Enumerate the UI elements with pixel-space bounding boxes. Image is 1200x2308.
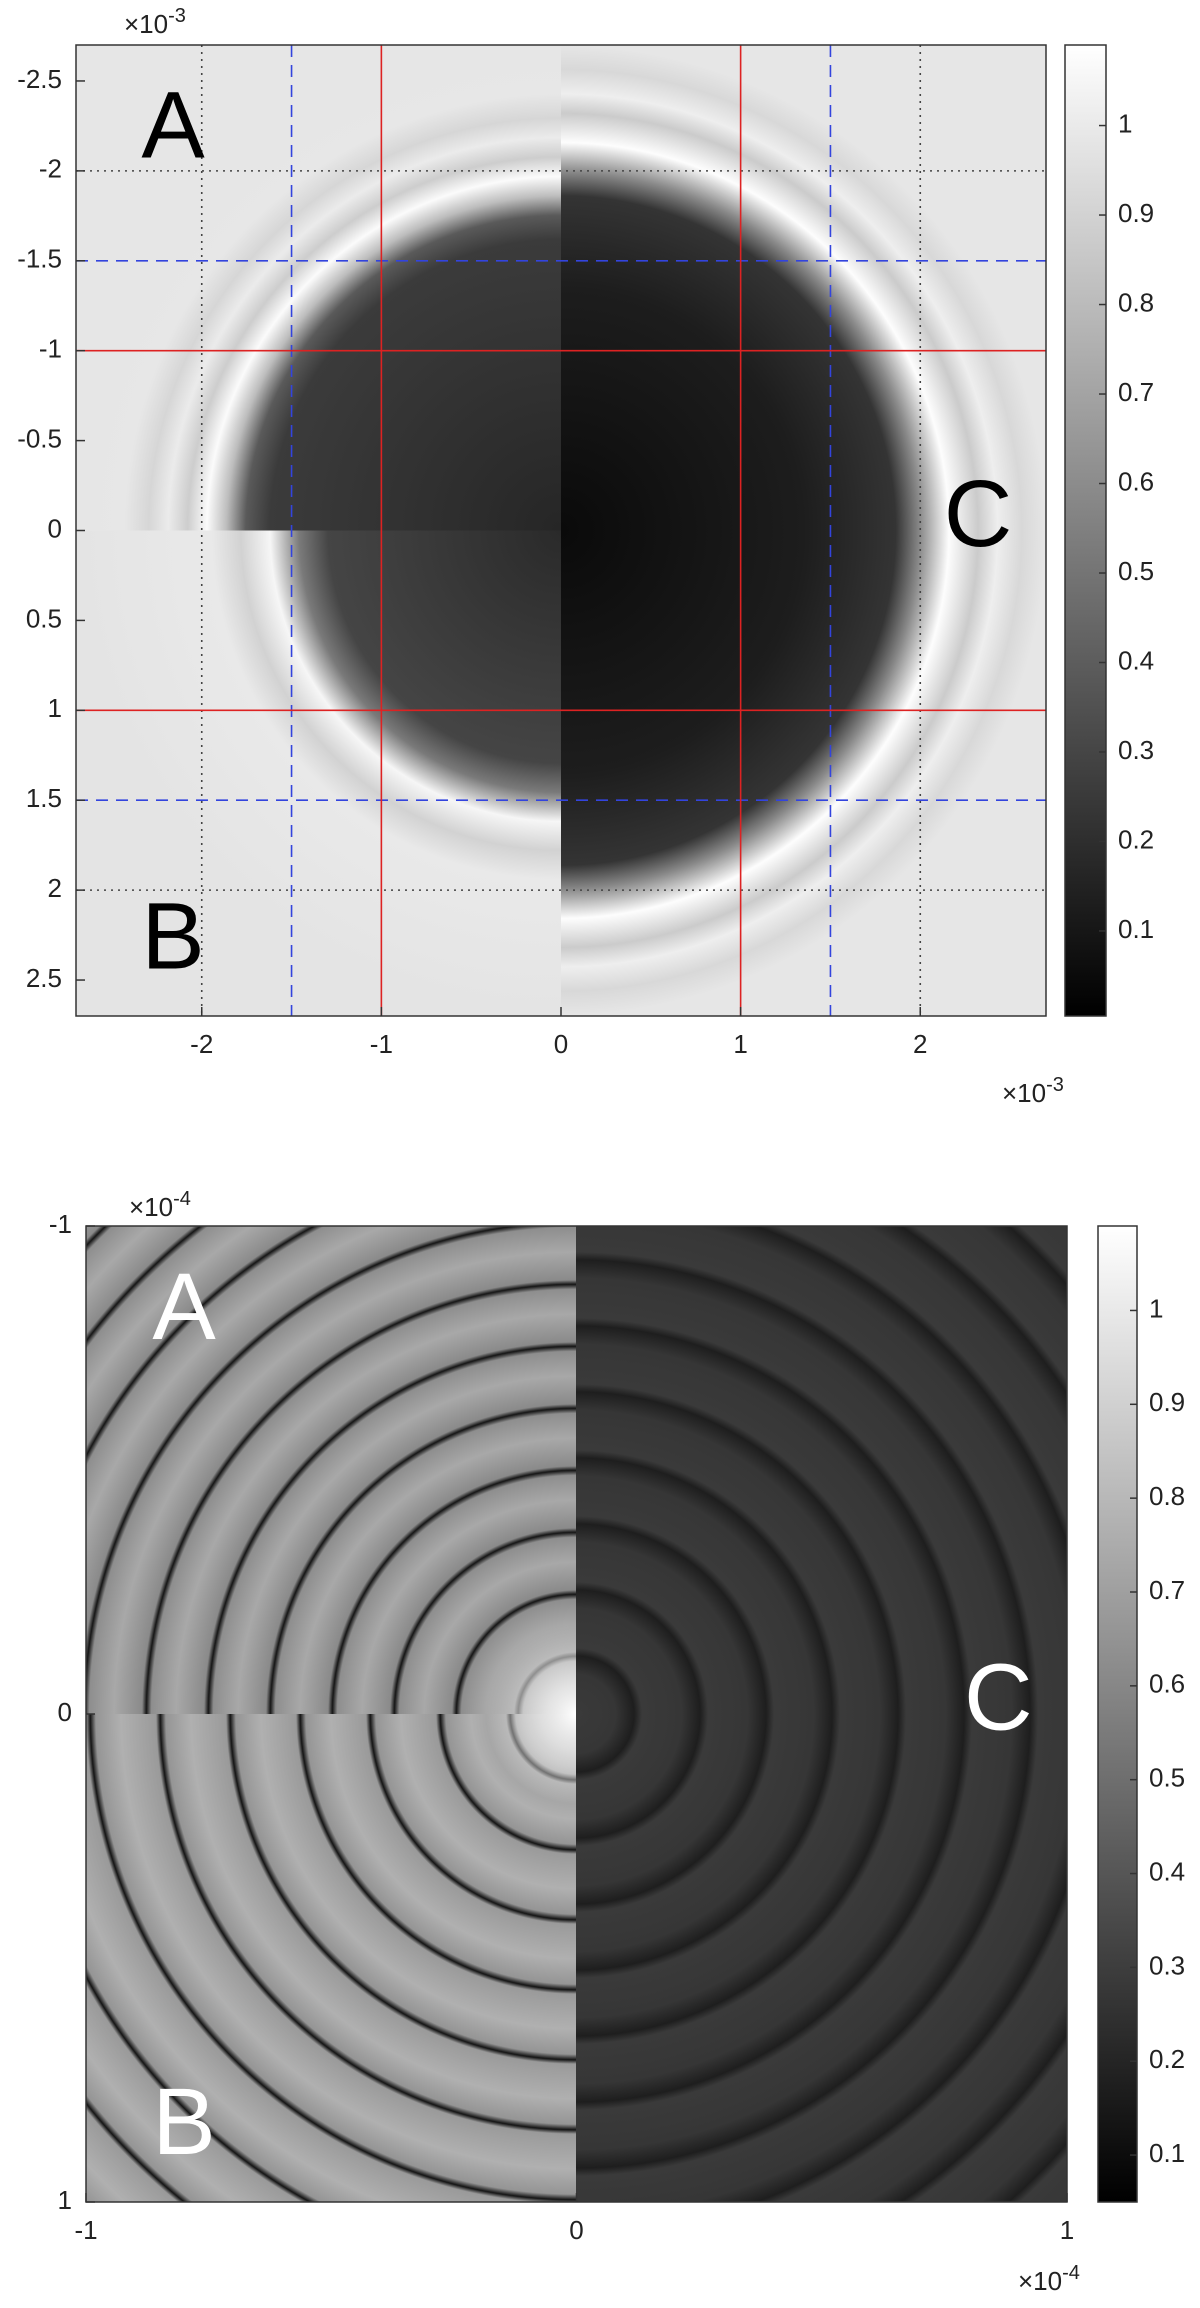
colorbar-tick-label: 0.9 bbox=[1149, 1387, 1185, 1417]
colorbar-tick-label: 0.3 bbox=[1149, 1950, 1185, 1980]
multiplier-base: ×10 bbox=[124, 9, 168, 39]
multiplier-base: ×10 bbox=[129, 1192, 173, 1222]
multiplier-base: ×10 bbox=[1018, 2266, 1062, 2296]
y-tick-label: 1 bbox=[58, 2185, 72, 2215]
y-tick-label: -2 bbox=[39, 154, 62, 184]
y-tick-label: -0.5 bbox=[17, 423, 62, 453]
colorbar-tick-label: 0.8 bbox=[1149, 1481, 1185, 1511]
region-c bbox=[576, 1226, 1067, 2202]
annotation-label: A bbox=[141, 72, 205, 178]
colorbar-tick-label: 0.7 bbox=[1149, 1575, 1185, 1605]
y-tick-label: 0.5 bbox=[26, 603, 62, 633]
colorbar-tick-label: 0.6 bbox=[1118, 466, 1154, 496]
x-multiplier: ×10-4 bbox=[1018, 2262, 1080, 2296]
y-tick-label: 1.5 bbox=[26, 783, 62, 813]
colorbar-tick-label: 0.1 bbox=[1118, 914, 1154, 944]
colorbar-tick-label: 1 bbox=[1118, 108, 1132, 138]
y-tick-label: 1 bbox=[48, 693, 62, 723]
x-tick-label: 0 bbox=[554, 1029, 568, 1059]
y-tick-label: -1.5 bbox=[17, 244, 62, 274]
y-tick-label: -1 bbox=[39, 334, 62, 364]
panel-1-image bbox=[76, 45, 1046, 1016]
colorbar bbox=[1064, 44, 1107, 1017]
center-spot bbox=[486, 1624, 576, 1804]
annotation-label: B bbox=[152, 2069, 215, 2175]
multiplier-base: ×10 bbox=[1002, 1078, 1046, 1108]
annotation-label: C bbox=[944, 461, 1013, 567]
colorbar-tick-label: 0.7 bbox=[1118, 377, 1154, 407]
multiplier-exponent: -3 bbox=[1046, 1074, 1064, 1096]
y-tick-label: 0 bbox=[48, 513, 62, 543]
x-tick-label: -1 bbox=[370, 1029, 393, 1059]
colorbar-tick-label: 0.6 bbox=[1149, 1669, 1185, 1699]
colorbar-tick-label: 0.9 bbox=[1118, 198, 1154, 228]
x-tick-label: 1 bbox=[1060, 2215, 1074, 2245]
x-tick-label: 0 bbox=[569, 2215, 583, 2245]
x-tick-label: 1 bbox=[733, 1029, 747, 1059]
y-tick-label: -1 bbox=[49, 1209, 72, 1239]
multiplier-exponent: -3 bbox=[168, 5, 186, 27]
colorbar-tick-label: 0.2 bbox=[1149, 2044, 1185, 2074]
colorbar-tick-label: 0.5 bbox=[1149, 1763, 1185, 1793]
x-tick-label: 2 bbox=[913, 1029, 927, 1059]
quadrant-a bbox=[76, 45, 561, 531]
multiplier-exponent: -4 bbox=[173, 1188, 191, 1210]
y-tick-label: 2.5 bbox=[26, 963, 62, 993]
colorbar-tick-label: 0.4 bbox=[1118, 645, 1154, 675]
colorbar-tick-label: 0.3 bbox=[1118, 735, 1154, 765]
y-tick-label: -2.5 bbox=[17, 64, 62, 94]
colorbar-tick-label: 0.8 bbox=[1118, 287, 1154, 317]
x-tick-label: -1 bbox=[74, 2215, 97, 2245]
y-tick-label: 0 bbox=[58, 1697, 72, 1727]
x-tick-label: -2 bbox=[190, 1029, 213, 1059]
region-c bbox=[561, 45, 1046, 1016]
quadrant-b bbox=[76, 530, 561, 1016]
x-multiplier: ×10-3 bbox=[1002, 1074, 1064, 1108]
colorbar-tick-label: 0.1 bbox=[1149, 2138, 1185, 2168]
annotation-label: C bbox=[964, 1644, 1033, 1750]
multiplier-exponent: -4 bbox=[1062, 2262, 1080, 2284]
colorbar-tick-label: 0.5 bbox=[1118, 556, 1154, 586]
colorbar-tick-label: 0.2 bbox=[1118, 824, 1154, 854]
colorbar-tick-label: 0.4 bbox=[1149, 1856, 1185, 1886]
colorbar-tick-label: 1 bbox=[1149, 1293, 1163, 1323]
y-multiplier: ×10-4 bbox=[129, 1188, 191, 1222]
annotation-label: A bbox=[152, 1254, 216, 1360]
annotation-label: B bbox=[141, 883, 204, 989]
y-tick-label: 2 bbox=[48, 873, 62, 903]
y-multiplier: ×10-3 bbox=[124, 5, 186, 39]
panel-2-image bbox=[86, 1226, 1067, 2202]
colorbar bbox=[1097, 1225, 1138, 2203]
